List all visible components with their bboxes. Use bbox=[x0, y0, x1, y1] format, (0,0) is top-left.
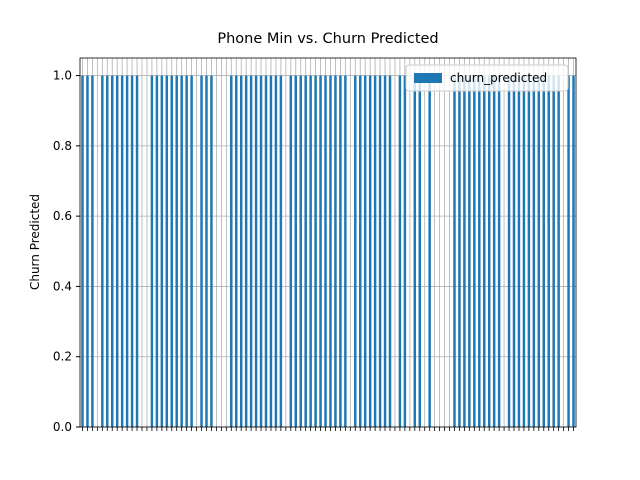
bar bbox=[532, 75, 536, 428]
bar bbox=[388, 75, 392, 428]
bar bbox=[175, 75, 178, 428]
bar bbox=[363, 75, 367, 428]
y-tick-label: 0.8 bbox=[53, 139, 72, 153]
bar bbox=[487, 75, 491, 428]
bar bbox=[269, 75, 273, 428]
bar bbox=[557, 75, 560, 428]
bar bbox=[552, 75, 555, 428]
bar bbox=[334, 75, 337, 428]
bar bbox=[572, 75, 575, 428]
bar bbox=[289, 75, 293, 428]
bar bbox=[507, 75, 511, 428]
bar bbox=[463, 75, 466, 428]
y-tick-label: 1.0 bbox=[53, 69, 72, 83]
bar bbox=[304, 75, 307, 428]
bar bbox=[200, 75, 203, 428]
bar bbox=[458, 75, 461, 428]
bar bbox=[101, 75, 104, 428]
bar bbox=[492, 75, 496, 428]
y-tick-label: 0.6 bbox=[53, 209, 72, 223]
bar bbox=[497, 75, 501, 428]
bar bbox=[81, 75, 84, 428]
bar bbox=[517, 75, 521, 428]
bar bbox=[378, 75, 382, 428]
bar bbox=[398, 75, 402, 428]
bar bbox=[324, 75, 327, 428]
bar bbox=[309, 75, 312, 428]
bar bbox=[478, 75, 481, 428]
bar bbox=[413, 75, 417, 428]
bar bbox=[205, 75, 208, 428]
bar bbox=[125, 75, 129, 428]
legend-label: churn_predicted bbox=[450, 71, 547, 85]
bar bbox=[259, 75, 263, 428]
bar bbox=[567, 75, 570, 428]
bar bbox=[249, 75, 253, 428]
legend: churn_predicted bbox=[405, 64, 569, 92]
bar bbox=[155, 75, 159, 428]
bar bbox=[120, 75, 124, 428]
bar bbox=[150, 75, 154, 428]
bar bbox=[542, 75, 545, 428]
bar bbox=[468, 75, 471, 428]
bar bbox=[135, 75, 139, 428]
bar bbox=[170, 75, 173, 428]
legend-box bbox=[405, 64, 569, 92]
bar bbox=[111, 75, 114, 428]
bar bbox=[299, 75, 302, 428]
chart-title: Phone Min vs. Churn Predicted bbox=[217, 31, 438, 47]
bar bbox=[239, 75, 243, 428]
bar bbox=[314, 75, 317, 428]
bar bbox=[512, 75, 516, 428]
bar bbox=[339, 75, 342, 428]
bar bbox=[522, 75, 526, 428]
bar bbox=[91, 75, 94, 428]
y-tick-label: 0.2 bbox=[53, 350, 72, 364]
bar bbox=[527, 75, 531, 428]
bar bbox=[106, 75, 109, 428]
bar bbox=[254, 75, 258, 428]
bar bbox=[344, 75, 347, 428]
bar bbox=[329, 75, 332, 428]
bar bbox=[165, 75, 169, 428]
plot-frame bbox=[79, 57, 577, 428]
bar bbox=[483, 75, 486, 428]
bar bbox=[294, 75, 297, 428]
y-tick-label: 0.4 bbox=[53, 279, 72, 293]
bar bbox=[473, 75, 476, 428]
bar bbox=[185, 75, 188, 428]
bar bbox=[354, 75, 357, 428]
bar bbox=[319, 75, 322, 428]
bar bbox=[383, 75, 387, 428]
bar bbox=[235, 75, 238, 428]
bar bbox=[180, 75, 183, 428]
bar bbox=[537, 75, 541, 428]
bar bbox=[160, 75, 164, 428]
bar bbox=[264, 75, 268, 428]
bar bbox=[428, 75, 431, 428]
bar bbox=[547, 75, 550, 428]
bar bbox=[279, 75, 283, 428]
bar bbox=[130, 75, 134, 428]
bar bbox=[210, 75, 213, 428]
bar bbox=[115, 75, 119, 428]
y-tick-label: 0.0 bbox=[53, 420, 72, 434]
bar bbox=[453, 75, 456, 428]
y-axis-label: Churn Predicted bbox=[28, 194, 42, 290]
bar bbox=[368, 75, 372, 428]
bar bbox=[403, 75, 407, 428]
bar bbox=[418, 75, 421, 428]
bar bbox=[190, 75, 193, 428]
legend-swatch bbox=[414, 73, 442, 83]
bar bbox=[244, 75, 248, 428]
bar bbox=[274, 75, 278, 428]
bar bbox=[359, 75, 362, 428]
bar bbox=[373, 75, 377, 428]
bar bbox=[86, 75, 89, 428]
bar bbox=[230, 75, 233, 428]
